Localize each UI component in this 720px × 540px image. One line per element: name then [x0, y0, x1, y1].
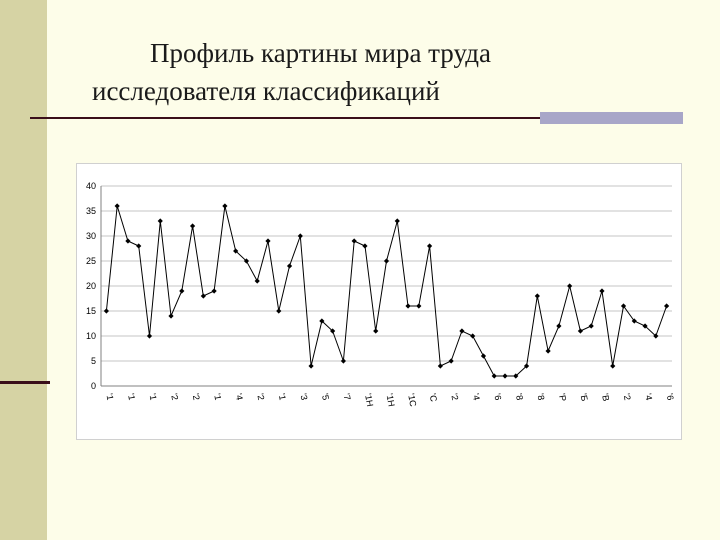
data-point	[534, 293, 540, 299]
y-tick-label: 15	[86, 306, 96, 316]
data-point	[631, 318, 637, 324]
data-point	[351, 238, 357, 244]
slide-title: Профиль картины мира труда исследователя…	[92, 34, 612, 110]
data-point	[200, 293, 206, 299]
data-point	[330, 328, 336, 334]
data-point	[523, 363, 530, 369]
x-tick-label: '8	[535, 393, 546, 401]
data-point	[276, 308, 282, 314]
data-point	[610, 363, 616, 369]
line-chart: 0 5 10 15 20 25 30 35 40 '1 '1 '1 '2 '2 '1 '4 '2 '1 '3 '5 '7…	[86, 181, 676, 408]
data-point	[136, 243, 142, 249]
y-tick-label: 20	[86, 281, 96, 291]
data-point	[114, 203, 120, 209]
left-accent-bar	[0, 0, 47, 540]
data-point	[567, 283, 573, 289]
x-tick-label: '2	[255, 393, 266, 401]
data-point	[470, 333, 476, 339]
data-point	[103, 308, 109, 314]
x-tick-label: '1Н	[385, 393, 397, 408]
title-divider-accent	[540, 112, 683, 124]
x-tick-label: '8	[514, 393, 525, 401]
x-tick-label: 'С	[428, 393, 439, 403]
chart-container: 0 5 10 15 20 25 30 35 40 '1 '1 '1 '2 '2 '1 '4 '2 '1 '3 '5 '7…	[76, 163, 682, 440]
left-accent-rule	[0, 381, 50, 384]
data-point	[243, 258, 250, 264]
data-point	[189, 223, 196, 229]
y-tick-label: 40	[86, 181, 96, 191]
y-tick-label: 10	[86, 331, 96, 341]
data-point	[254, 278, 260, 284]
data-point	[502, 373, 508, 379]
data-point	[653, 333, 659, 339]
x-tick-label: '4	[234, 393, 245, 401]
data-point	[340, 358, 347, 364]
data-point	[383, 258, 390, 264]
data-point	[588, 323, 594, 329]
slide-title-line-2: исследователя классификаций	[92, 76, 440, 106]
data-point	[664, 303, 670, 309]
data-point	[308, 363, 314, 369]
data-point	[179, 288, 185, 294]
x-tick-label: 'Р	[557, 393, 568, 402]
data-point	[222, 203, 228, 209]
x-tick-label: '6	[665, 393, 676, 401]
x-tick-label: '1Н	[363, 393, 375, 408]
y-tick-label: 0	[91, 381, 96, 391]
x-tick-label: '1	[104, 393, 115, 401]
x-tick-label: '4	[471, 393, 482, 401]
data-point	[211, 288, 217, 294]
data-point	[448, 358, 454, 364]
data-point	[319, 318, 325, 324]
slide-title-line-1: Профиль картины мира труда	[150, 38, 491, 68]
data-point	[265, 238, 271, 244]
data-point	[426, 243, 433, 249]
data-point	[513, 373, 519, 379]
y-tick-label: 25	[86, 256, 96, 266]
data-point	[394, 218, 400, 224]
data-point	[373, 328, 379, 334]
data-point	[480, 353, 487, 359]
data-point	[642, 323, 648, 329]
y-tick-label: 35	[86, 206, 96, 216]
x-tick-label: '1	[126, 393, 137, 401]
data-point	[405, 303, 411, 309]
x-tick-label: 'Б	[578, 393, 589, 402]
data-point	[362, 243, 368, 249]
y-tick-label: 30	[86, 231, 96, 241]
x-tick-label: 'В	[600, 393, 611, 402]
x-tick-label: '2	[191, 393, 202, 401]
x-tick-label: '1С	[406, 393, 418, 408]
data-point	[168, 313, 174, 319]
data-point	[491, 373, 497, 379]
data-point	[146, 333, 153, 339]
data-point	[556, 323, 562, 329]
x-tick-label: '4	[643, 393, 654, 401]
series-line	[105, 205, 668, 377]
data-point	[286, 263, 293, 269]
data-point	[233, 248, 239, 254]
data-point	[545, 348, 551, 354]
x-tick-label: '1	[148, 393, 159, 401]
data-point	[577, 328, 584, 334]
data-point	[297, 233, 303, 239]
x-tick-label: '5	[320, 393, 331, 401]
data-point	[125, 238, 131, 244]
data-point	[620, 303, 627, 309]
x-tick-label: '2	[622, 393, 633, 401]
y-tick-label: 5	[91, 356, 96, 366]
x-tick-label: '7	[341, 393, 352, 401]
data-point	[459, 328, 465, 334]
data-point	[437, 363, 443, 369]
x-tick-label: '1	[277, 393, 288, 401]
x-tick-label: '1	[212, 393, 223, 401]
x-tick-label: '6	[492, 393, 503, 401]
x-tick-label: '3	[298, 393, 309, 401]
data-point	[599, 288, 605, 294]
x-tick-label: '2	[169, 393, 180, 401]
title-divider	[30, 117, 540, 119]
data-point	[157, 218, 163, 224]
data-point	[416, 303, 422, 309]
x-tick-label: '2	[449, 393, 460, 401]
